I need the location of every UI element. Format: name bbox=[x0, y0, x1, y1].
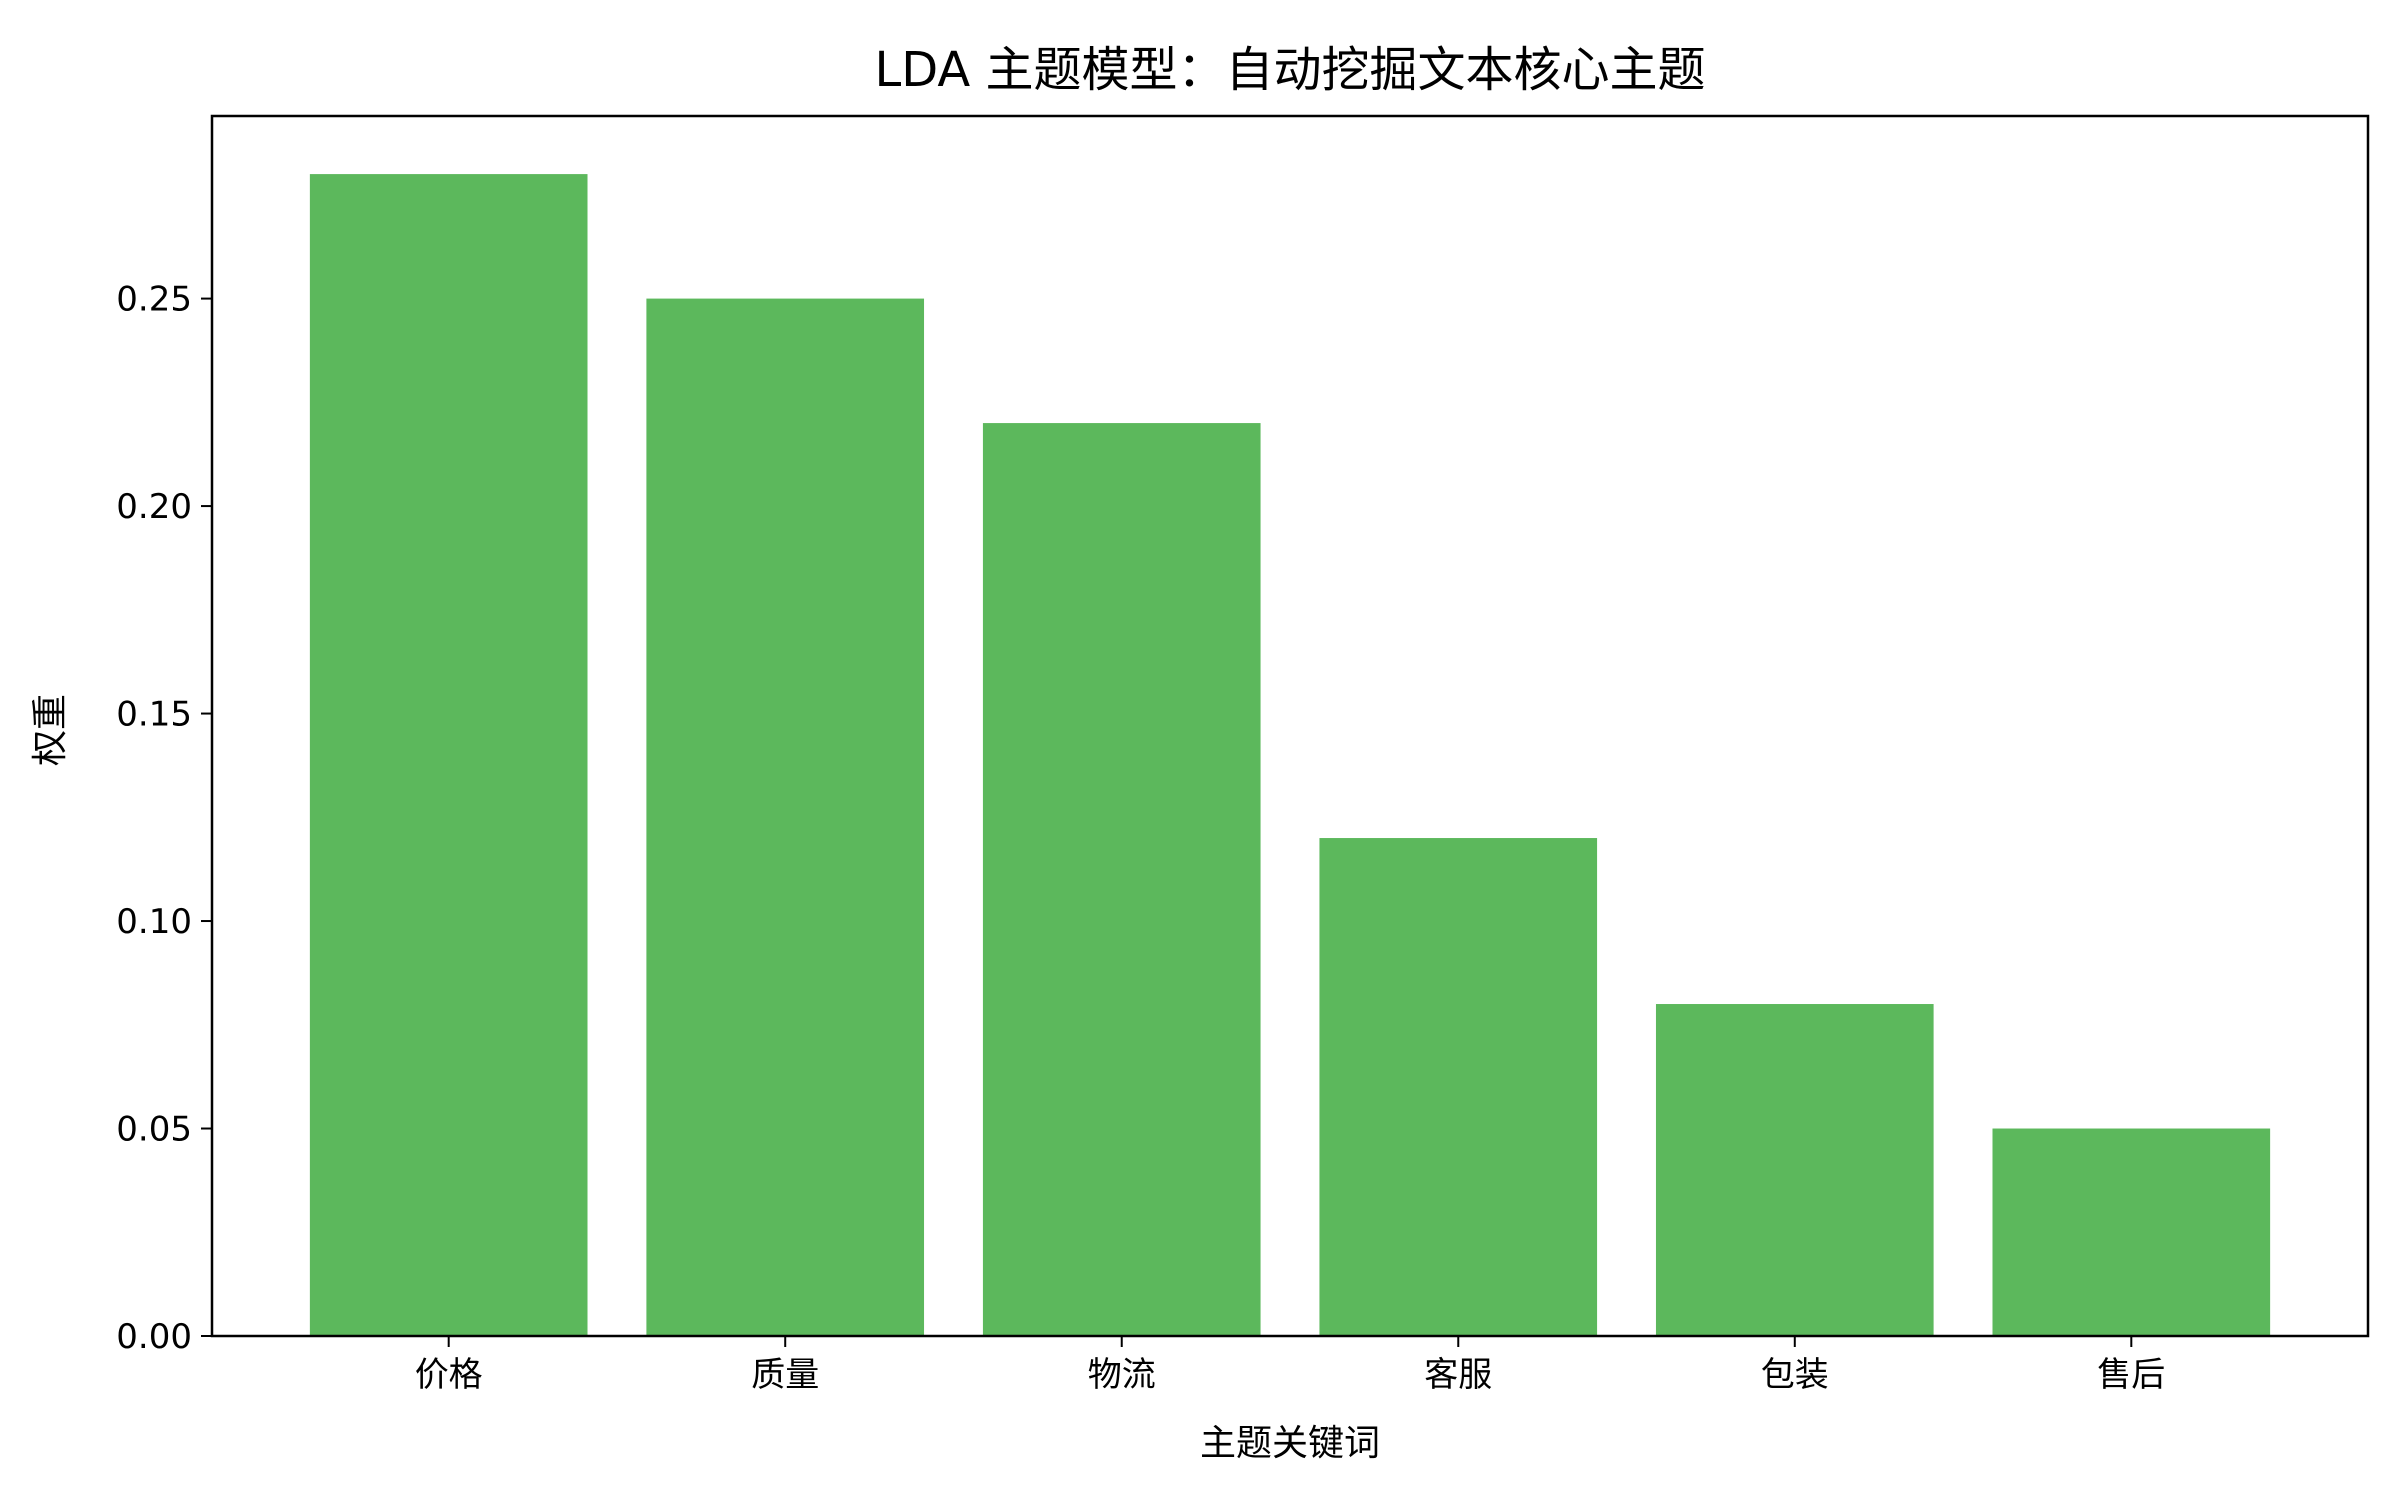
bar-5 bbox=[1992, 1128, 2271, 1336]
x-tick-label: 包装 bbox=[1761, 1355, 1829, 1395]
plot-frame bbox=[210, 114, 2370, 1338]
bar-0 bbox=[309, 174, 588, 1337]
chart-title: LDA 主题模型：自动挖掘文本核心主题 bbox=[875, 42, 1706, 98]
x-axis-label: 主题关键词 bbox=[1200, 1423, 1380, 1464]
y-axis: 0.00 0.05 0.10 0.15 0.20 0.25 bbox=[116, 280, 212, 1357]
bar-1 bbox=[646, 298, 925, 1337]
y-axis-label: 权重 bbox=[30, 694, 71, 766]
bars-layer bbox=[309, 174, 2271, 1337]
x-tick-label: 质量 bbox=[751, 1355, 819, 1395]
y-tick-label: 0.20 bbox=[116, 487, 192, 527]
y-tick-label: 0.10 bbox=[116, 902, 192, 942]
bar-2 bbox=[982, 423, 1261, 1336]
y-tick-label: 0.00 bbox=[116, 1317, 192, 1357]
bar-4 bbox=[1655, 1004, 1934, 1336]
y-tick-label: 0.25 bbox=[116, 280, 192, 320]
x-tick-label: 售后 bbox=[2097, 1355, 2165, 1395]
x-tick-label: 客服 bbox=[1424, 1355, 1492, 1395]
y-tick-label: 0.05 bbox=[116, 1110, 192, 1150]
x-axis: 价格 质量 物流 客服 包装 售后 bbox=[415, 1336, 2165, 1395]
bar-3 bbox=[1319, 838, 1598, 1336]
x-tick-label: 物流 bbox=[1088, 1355, 1156, 1395]
x-tick-label: 价格 bbox=[415, 1355, 483, 1395]
y-tick-label: 0.15 bbox=[116, 695, 192, 735]
